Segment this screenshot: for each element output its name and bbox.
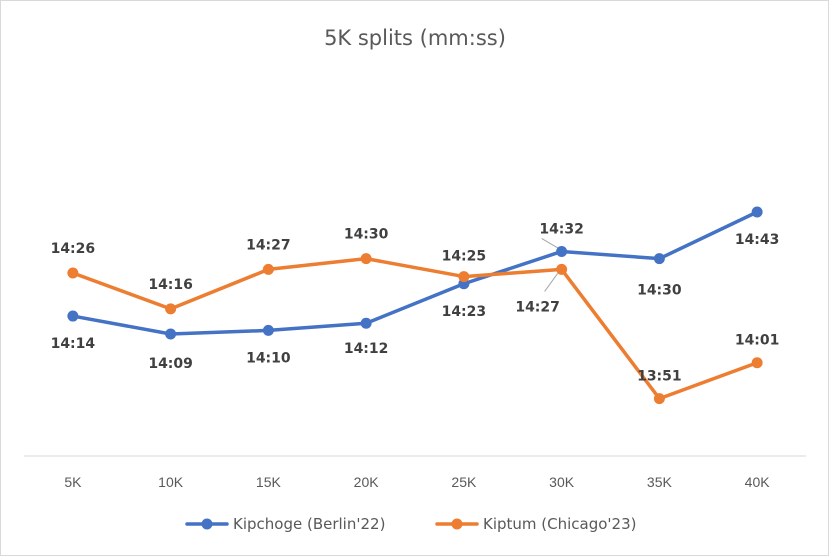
legend: Kipchoge (Berlin'22) Kiptum (Chicago'23) — [185, 515, 637, 533]
data-point — [165, 328, 177, 340]
data-label: 14:43 — [735, 232, 780, 248]
legend-label: Kiptum (Chicago'23) — [483, 515, 637, 533]
data-labels: 14:14 14:09 14:10 14:12 14:23 14:32 14:30 14:43… — [51, 221, 780, 384]
leader-line — [544, 273, 559, 292]
data-point — [360, 253, 372, 265]
data-label: 14:27 — [515, 299, 560, 315]
data-point — [653, 253, 665, 265]
x-axis-ticks: 5K 10K 15K 20K 25K 30K 35K 40K — [64, 474, 770, 490]
data-label: 14:26 — [51, 241, 96, 257]
data-point — [556, 245, 568, 257]
series-line-0 — [71, 210, 759, 336]
data-label: 14:12 — [344, 341, 389, 357]
data-point — [360, 317, 372, 329]
legend-swatch-marker — [451, 518, 463, 530]
data-point — [67, 267, 79, 279]
data-label: 14:09 — [148, 356, 193, 372]
series-layer — [67, 206, 763, 405]
chart-title: 5K splits (mm:ss) — [324, 26, 506, 50]
x-tick-label-25k: 25K — [451, 474, 477, 490]
data-label: 14:30 — [344, 227, 389, 243]
x-tick-label-15k: 15K — [256, 474, 282, 490]
data-point — [653, 393, 665, 405]
x-tick-label-40k: 40K — [745, 474, 771, 490]
series-line-1 — [71, 256, 759, 401]
legend-swatch-marker — [201, 518, 213, 530]
x-tick-label-30k: 30K — [549, 474, 575, 490]
data-point — [165, 303, 177, 315]
data-label: 14:14 — [51, 336, 96, 352]
data-label: 14:27 — [246, 237, 291, 253]
data-point — [262, 263, 274, 275]
x-tick-label-10k: 10K — [158, 474, 184, 490]
data-point — [67, 310, 79, 322]
data-label: 13:51 — [637, 369, 682, 385]
x-tick-label-5k: 5K — [64, 474, 82, 490]
data-label: 14:25 — [442, 249, 487, 265]
data-point — [751, 357, 763, 369]
label-leader-lines — [541, 238, 559, 292]
data-label: 14:01 — [735, 333, 780, 349]
x-tick-label-35k: 35K — [647, 474, 673, 490]
data-point — [556, 263, 568, 275]
data-point — [262, 324, 274, 336]
data-label: 14:32 — [539, 221, 584, 237]
data-point — [458, 271, 470, 283]
data-label: 14:23 — [442, 304, 487, 320]
x-tick-label-20k: 20K — [354, 474, 380, 490]
data-label: 14:10 — [246, 350, 291, 366]
legend-label: Kipchoge (Berlin'22) — [233, 515, 385, 533]
data-point — [751, 206, 763, 218]
leader-line — [541, 238, 559, 249]
data-label: 14:16 — [148, 277, 193, 293]
data-label: 14:30 — [637, 283, 682, 299]
